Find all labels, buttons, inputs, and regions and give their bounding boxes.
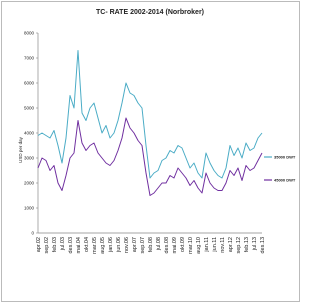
series-line: [37, 50, 263, 179]
x-tick-label: apr.02: [36, 237, 42, 252]
x-tick-label: mai.04: [76, 237, 82, 254]
x-tick-label: aug.05: [100, 237, 106, 254]
x-tick-label: des.08: [164, 237, 170, 254]
chart: TC- RATE 2002-2014 (Norbroker) USD per d…: [1, 1, 300, 302]
x-tick-label: mar.10: [188, 237, 194, 254]
y-axis-label: USD per day: [18, 136, 23, 163]
x-tick-label: jul.08: [156, 237, 162, 251]
x-tick-label: jul.03: [60, 237, 66, 251]
y-tick-label: 8000: [24, 31, 35, 36]
y-tick-label: 5000: [24, 106, 35, 111]
x-tick-label: sep.07: [140, 237, 146, 254]
x-tick-label: okt.09: [180, 237, 186, 252]
x-tick-label: feb.08: [148, 237, 154, 252]
y-tick-label: 7000: [24, 56, 35, 61]
x-tick-label: mai.09: [172, 237, 178, 254]
x-tick-label: mar.05: [92, 237, 98, 254]
x-tick-label: jun.11: [212, 237, 218, 253]
x-tick-label: des.03: [68, 237, 74, 254]
x-tick-label: apr.07: [132, 237, 138, 252]
y-tick-label: 1000: [24, 206, 35, 211]
x-tick-label: aug.10: [196, 237, 202, 254]
y-tick-label: 3000: [24, 156, 35, 161]
x-tick-label: nov.11: [220, 237, 226, 253]
chart-border: [1, 1, 300, 302]
series-line: [37, 117, 263, 196]
x-tick-label: feb.03: [52, 237, 58, 252]
y-tick-label: 0: [31, 231, 34, 236]
x-tick-label: apr.12: [228, 237, 234, 252]
legend-label: 45000 DWT: [274, 178, 296, 183]
x-tick-label: jan.11: [204, 237, 210, 253]
x-tick-label: feb.13: [244, 237, 250, 252]
y-tick-label: 2000: [24, 181, 35, 186]
y-tick-label: 4000: [24, 131, 35, 136]
x-tick-label: jan.06: [108, 237, 114, 253]
x-tick-label: okt.04: [84, 237, 90, 252]
x-tick-label: nov.06: [124, 237, 130, 253]
chart-title: TC- RATE 2002-2014 (Norbroker): [96, 9, 204, 16]
x-tick-label: des.13: [260, 237, 266, 254]
x-tick-label: sep.12: [236, 237, 242, 254]
y-tick-label: 6000: [24, 81, 35, 86]
x-tick-label: jul.13: [252, 237, 258, 251]
legend-label: 35000 DWT: [274, 155, 296, 160]
x-tick-label: jun.06: [116, 237, 122, 253]
x-tick-label: sep.02: [44, 237, 50, 254]
